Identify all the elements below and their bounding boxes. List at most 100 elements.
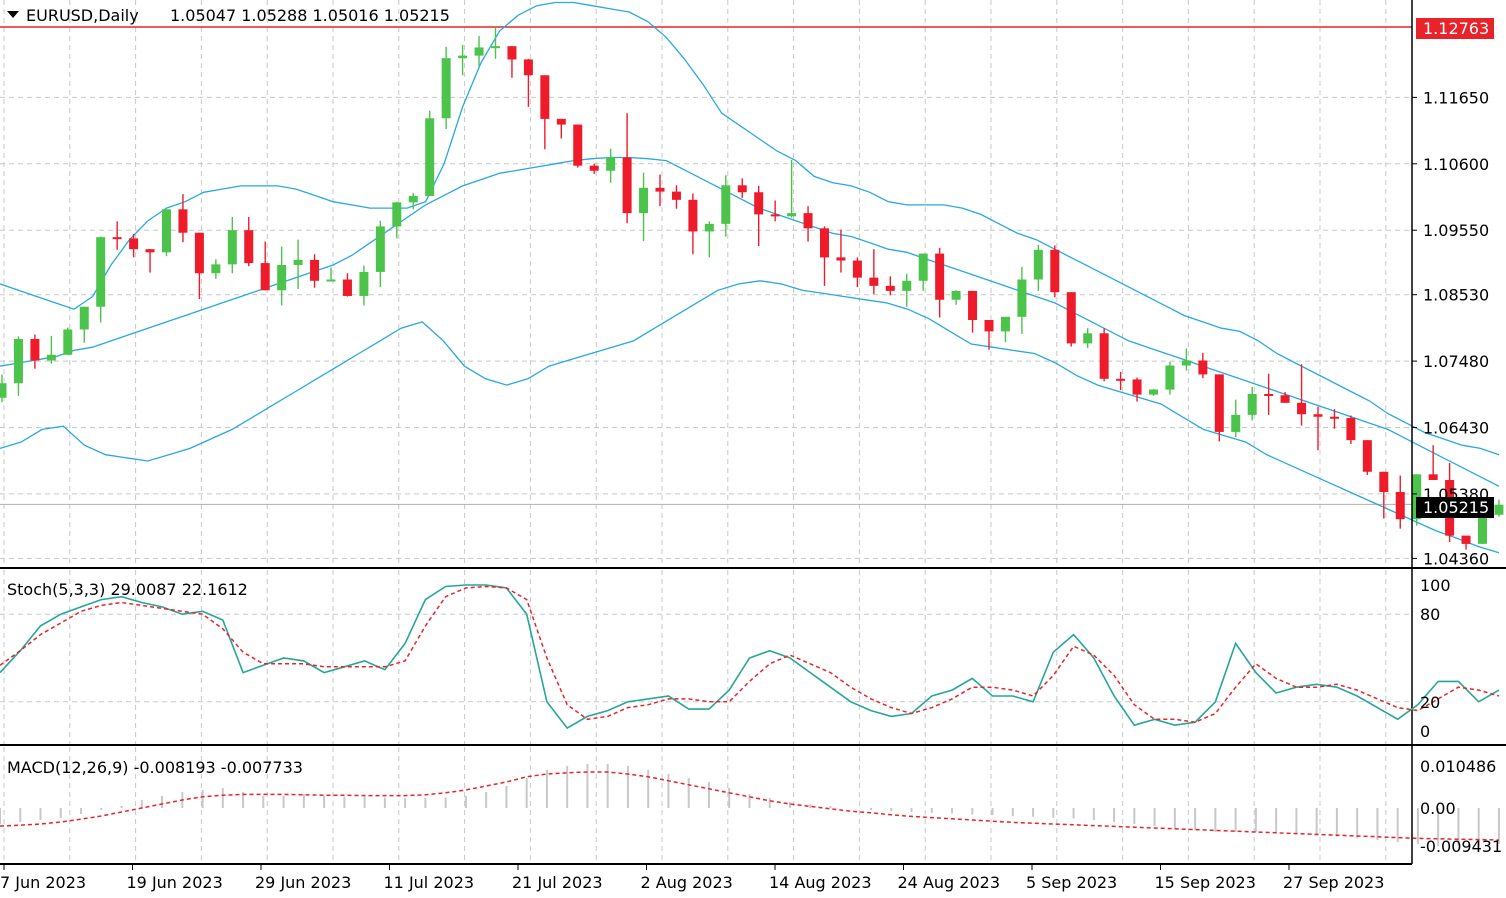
candle-bull bbox=[1165, 365, 1175, 390]
candle-bear bbox=[1132, 379, 1142, 395]
candle-bull bbox=[359, 271, 369, 296]
candle-bear bbox=[1050, 249, 1060, 293]
candle-bull bbox=[1247, 393, 1257, 415]
upper-band bbox=[0, 1, 1500, 456]
candle-bear bbox=[968, 290, 978, 320]
time-tick-label: 27 Sep 2023 bbox=[1283, 873, 1384, 892]
time-tick-label: 2 Aug 2023 bbox=[641, 873, 733, 892]
stoch-tick-label: 100 bbox=[1420, 576, 1451, 595]
price-tick-label: 1.11650 bbox=[1423, 88, 1489, 107]
candle-bear bbox=[622, 157, 632, 214]
price-tick-label: 1.10600 bbox=[1423, 155, 1489, 174]
stochastic bbox=[0, 584, 1500, 730]
stoch-tick-label: 0 bbox=[1420, 722, 1430, 741]
candle-bull bbox=[491, 46, 500, 49]
candle-bull bbox=[96, 237, 106, 307]
candle-bear bbox=[935, 253, 945, 300]
stoch-tick-label: 20 bbox=[1420, 693, 1440, 712]
candle-bull bbox=[1017, 279, 1027, 317]
time-tick-label: 14 Aug 2023 bbox=[769, 873, 872, 892]
candle-bull bbox=[639, 187, 649, 214]
time-tick-label: 24 Aug 2023 bbox=[898, 873, 1001, 892]
candle-bull bbox=[951, 290, 961, 300]
candle-bull bbox=[63, 329, 73, 355]
candle-bear bbox=[869, 277, 879, 286]
macd-axis: 0.010486 0.00 -0.009431 bbox=[1420, 757, 1502, 856]
candle-bull bbox=[704, 223, 714, 232]
macd-signal-line bbox=[0, 771, 1500, 841]
candle-bear bbox=[984, 319, 994, 332]
resistance-price-tag bbox=[1416, 18, 1494, 39]
candle-bull bbox=[162, 209, 171, 253]
price-tick-label: 1.09550 bbox=[1423, 221, 1489, 240]
candle-bull bbox=[1033, 249, 1043, 280]
candle-bull bbox=[441, 58, 451, 119]
candle-bear bbox=[1297, 402, 1307, 415]
candle-bull bbox=[1478, 514, 1487, 544]
candle-bear bbox=[342, 279, 352, 296]
time-tick-label: 5 Sep 2023 bbox=[1026, 873, 1117, 892]
candle-bear bbox=[1329, 416, 1339, 419]
candle-bear bbox=[1116, 378, 1126, 381]
candle-bear bbox=[129, 238, 139, 250]
candle-bull bbox=[13, 338, 23, 384]
lower-band bbox=[0, 280, 1500, 554]
candle-bull bbox=[277, 264, 287, 291]
candle-bull bbox=[606, 157, 616, 171]
stoch-label: Stoch(5,3,3) 29.0087 22.1612 bbox=[7, 580, 248, 599]
bollinger-bands bbox=[0, 1, 1500, 554]
candle-bear bbox=[820, 228, 829, 258]
price-axis: 1.11650 1.10600 1.09550 1.08530 1.07480 1.064… bbox=[1412, 88, 1489, 568]
candle-bull bbox=[425, 118, 435, 197]
candle-bear bbox=[194, 232, 204, 274]
price-tick-label: 1.06430 bbox=[1423, 419, 1489, 438]
macd-tick-label: -0.009431 bbox=[1420, 837, 1502, 856]
symbol-title: EURUSD,Daily bbox=[26, 6, 139, 25]
candle-bear bbox=[244, 230, 254, 264]
candle-bear bbox=[737, 185, 747, 193]
stoch-axis: 100 80 20 0 bbox=[1420, 576, 1451, 741]
candle-bear bbox=[688, 199, 698, 232]
candle-bear bbox=[885, 285, 895, 291]
stoch-signal-line bbox=[0, 585, 1500, 723]
current-price-label: 1.05215 bbox=[1423, 498, 1489, 517]
stoch-tick-label: 80 bbox=[1420, 605, 1440, 624]
price-tick-label: 1.04360 bbox=[1423, 549, 1489, 568]
candle-bull bbox=[46, 354, 56, 361]
middle-band bbox=[0, 156, 1500, 487]
candle-bull bbox=[1412, 474, 1422, 520]
candle-bear bbox=[507, 46, 517, 60]
candle-bear bbox=[556, 118, 566, 125]
time-tick-label: 19 Jun 2023 bbox=[127, 873, 223, 892]
candle-bear bbox=[1099, 333, 1109, 379]
candle-bear bbox=[573, 124, 583, 166]
candle-bear bbox=[540, 75, 550, 119]
current-price-tag bbox=[1416, 497, 1494, 518]
candle-bear bbox=[589, 165, 599, 171]
candle-bull bbox=[1149, 389, 1158, 395]
candle-bear bbox=[655, 187, 665, 192]
stoch-main-line bbox=[0, 584, 1500, 730]
price-tick-label: 1.07480 bbox=[1423, 352, 1489, 371]
time-axis: 7 Jun 2023 19 Jun 2023 29 Jun 2023 11 Jul 2… bbox=[0, 864, 1384, 892]
candle-bull bbox=[721, 185, 731, 224]
macd-tick-label: 0.00 bbox=[1420, 799, 1456, 818]
time-tick-label: 21 Jul 2023 bbox=[512, 873, 603, 892]
macd bbox=[0, 763, 1500, 846]
time-tick-label: 7 Jun 2023 bbox=[0, 873, 86, 892]
candle-bull bbox=[1000, 316, 1010, 332]
candle-bear bbox=[260, 263, 270, 291]
candle-bull bbox=[474, 47, 484, 56]
candle-bull bbox=[392, 202, 402, 227]
candle-bull bbox=[902, 280, 912, 291]
candle-bear bbox=[754, 192, 764, 215]
candle-bear bbox=[30, 338, 40, 361]
dropdown-icon[interactable] bbox=[7, 11, 19, 18]
candle-bull bbox=[408, 196, 418, 203]
candle-bear bbox=[852, 260, 862, 278]
candle-bear bbox=[836, 257, 846, 261]
candle-bear bbox=[1313, 414, 1323, 417]
price-tick-label: 1.08530 bbox=[1423, 286, 1489, 305]
candle-bear bbox=[523, 59, 533, 76]
